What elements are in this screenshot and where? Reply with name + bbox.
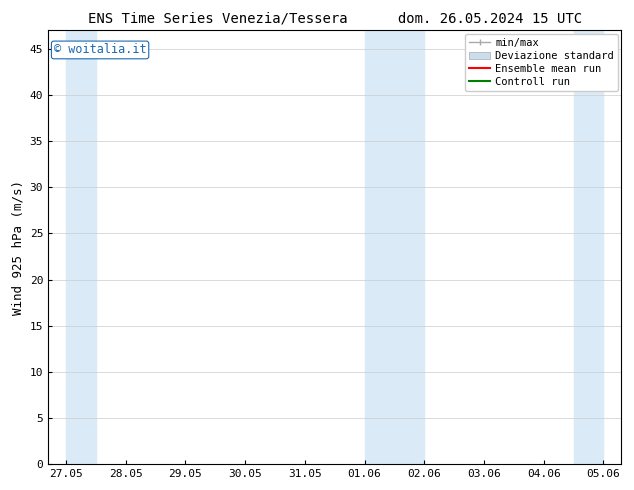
Legend: min/max, Deviazione standard, Ensemble mean run, Controll run: min/max, Deviazione standard, Ensemble m… [465,34,618,91]
Y-axis label: Wind 925 hPa (m/s): Wind 925 hPa (m/s) [11,180,24,315]
Text: © woitalia.it: © woitalia.it [54,44,146,56]
Bar [365,30,424,464]
Bar [66,30,96,464]
Bar [574,30,604,464]
Title: ENS Time Series Venezia/Tessera      dom. 26.05.2024 15 UTC: ENS Time Series Venezia/Tessera dom. 26.… [87,11,582,25]
